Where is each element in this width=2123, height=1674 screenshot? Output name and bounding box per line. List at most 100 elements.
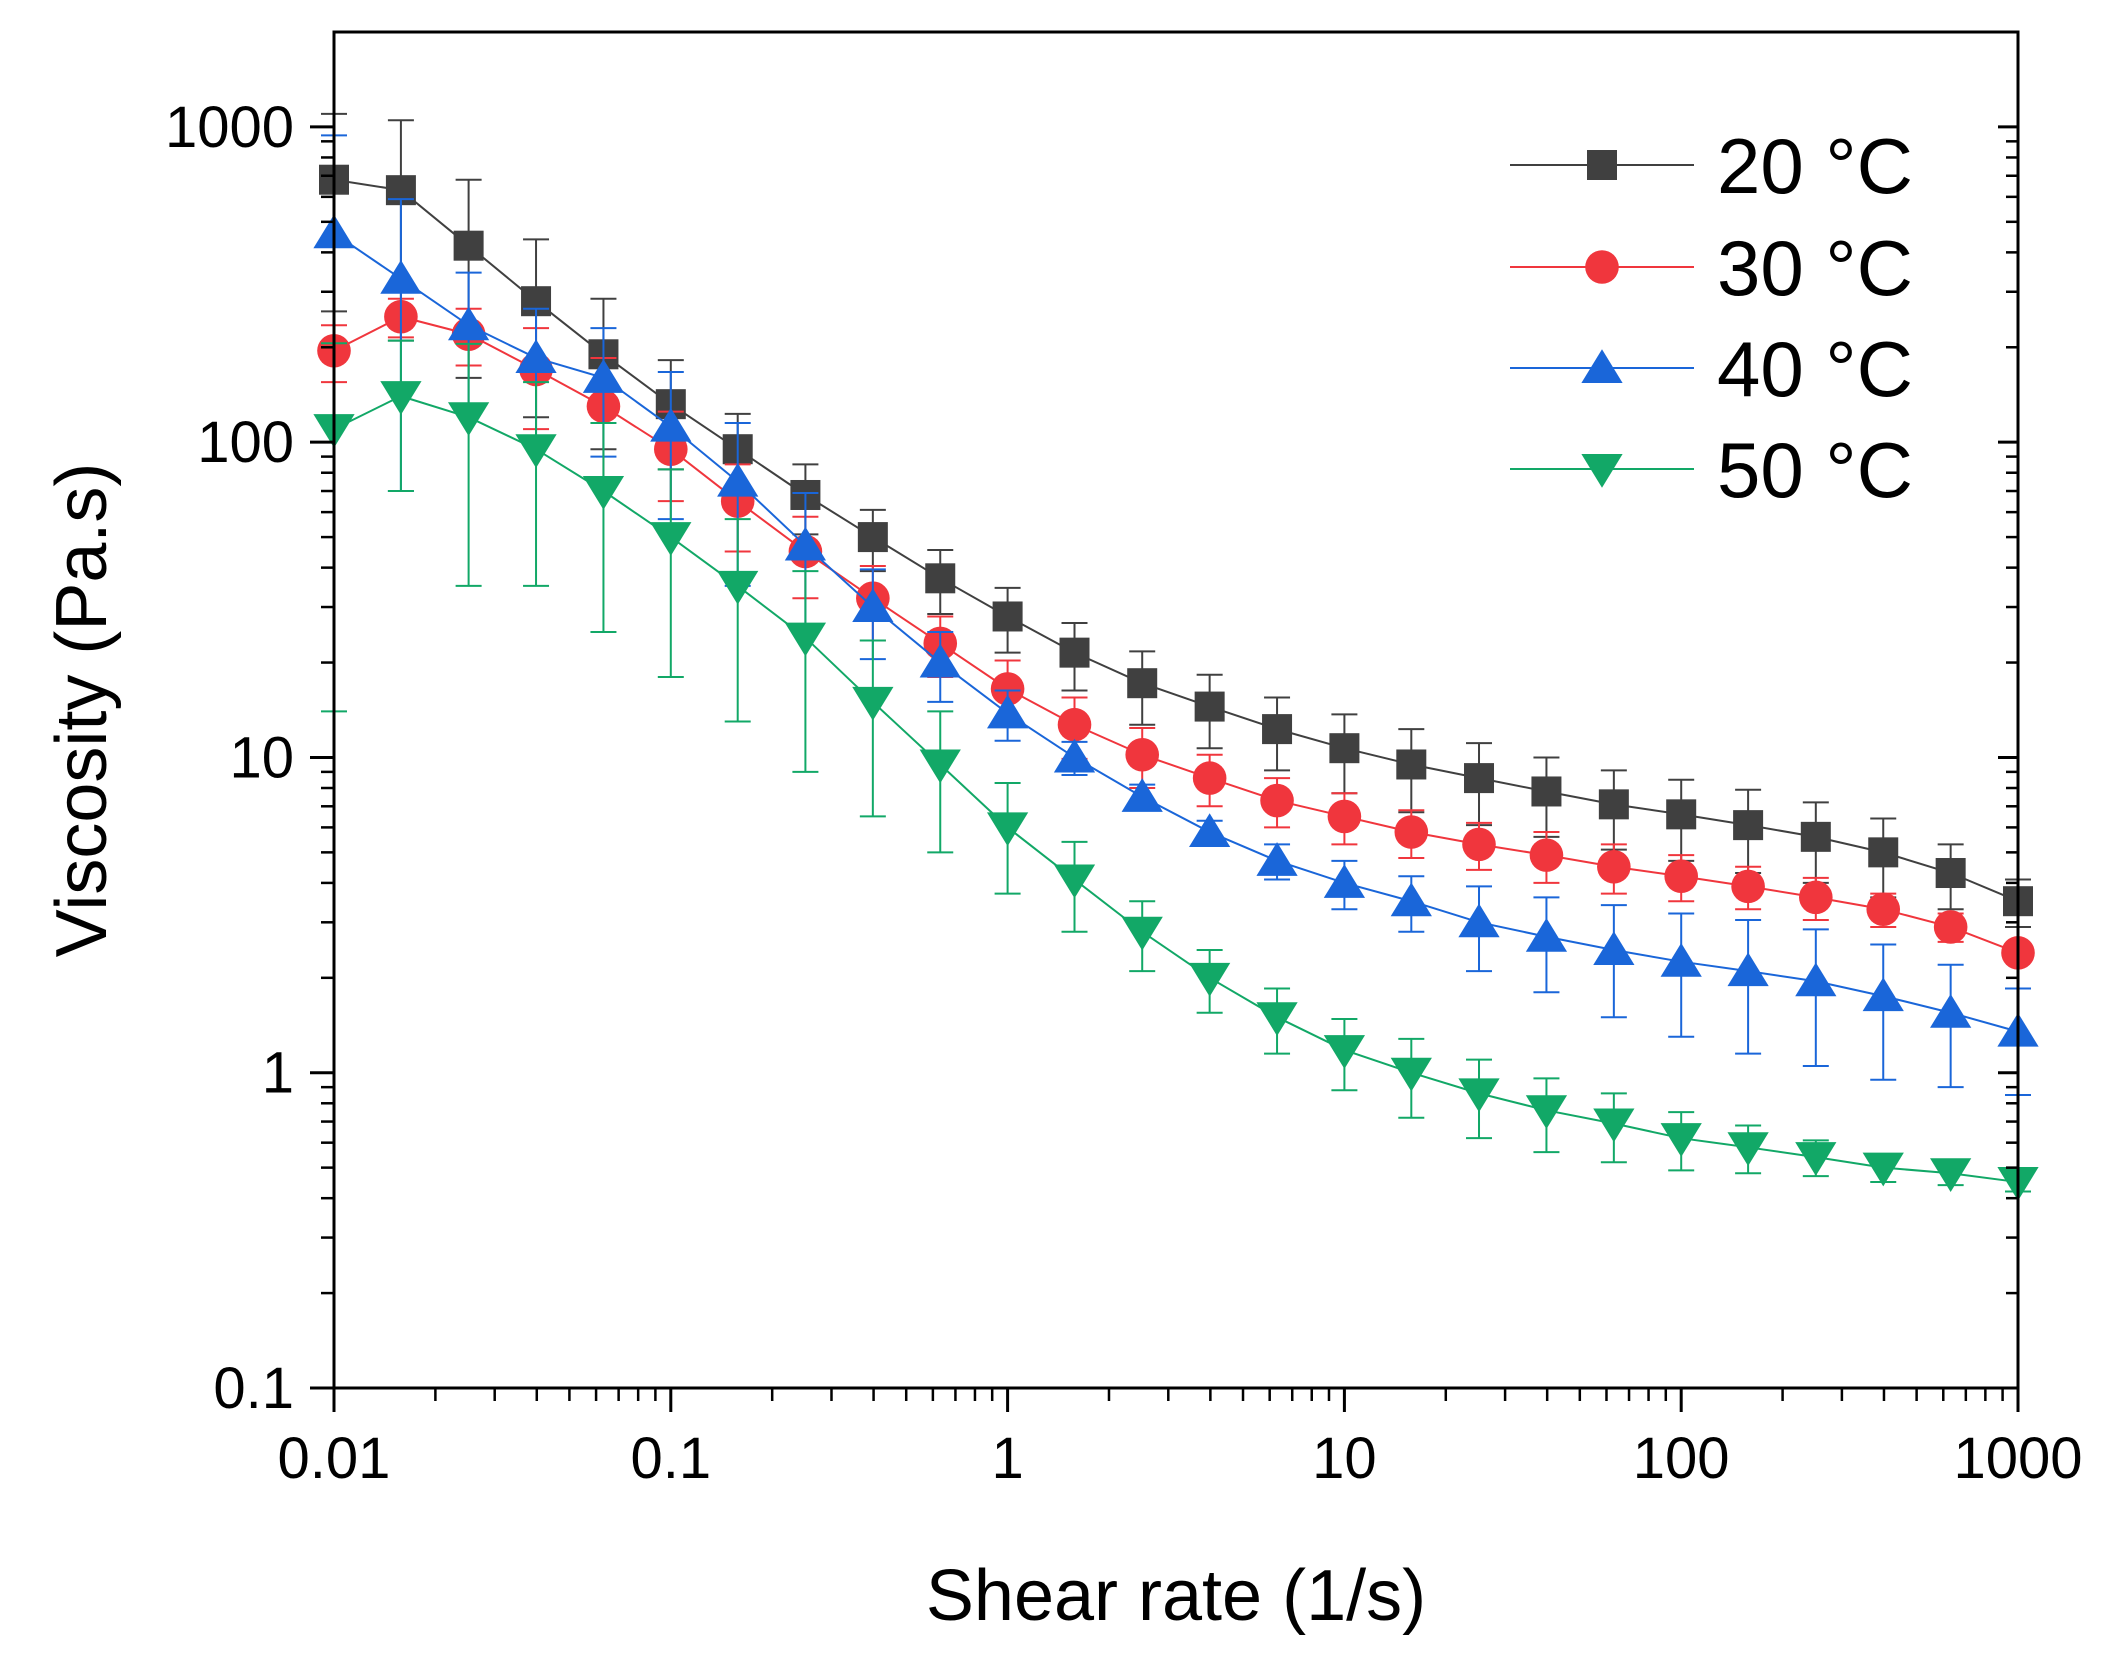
data-point xyxy=(919,643,961,678)
data-point xyxy=(1531,776,1562,807)
data-point xyxy=(1598,789,1629,820)
y-tick-label: 1000 xyxy=(165,95,294,160)
data-point xyxy=(1458,903,1500,938)
data-point xyxy=(717,570,759,605)
data-point xyxy=(992,601,1023,632)
data-point xyxy=(1795,962,1837,997)
legend-marker xyxy=(1585,250,1619,284)
data-point xyxy=(1731,869,1765,904)
data-point xyxy=(1593,931,1635,966)
data-point xyxy=(784,622,827,657)
data-point xyxy=(1525,917,1568,952)
data-point xyxy=(990,672,1025,706)
data-point xyxy=(1390,882,1432,917)
data-point xyxy=(784,526,827,561)
x-tick-label: 1000 xyxy=(1953,1426,2082,1491)
x-tick-label: 100 xyxy=(1633,1426,1730,1491)
legend-marker xyxy=(1581,454,1623,488)
data-point xyxy=(1327,799,1362,834)
legend-marker xyxy=(1581,349,1623,383)
legend-item: 30 °C xyxy=(1510,224,1913,312)
data-point xyxy=(1868,837,1899,868)
data-point xyxy=(1323,864,1366,898)
data-point xyxy=(1125,737,1160,772)
data-point xyxy=(1799,880,1833,915)
y-tick-label: 1 xyxy=(262,1041,294,1106)
data-point xyxy=(1733,810,1764,841)
data-point xyxy=(1323,1035,1366,1069)
data-point xyxy=(515,434,557,468)
data-point xyxy=(1464,763,1495,794)
data-point xyxy=(986,812,1029,847)
data-point xyxy=(1930,993,1972,1028)
data-point xyxy=(1458,1078,1500,1113)
x-axis-title: Shear rate (1/s) xyxy=(926,1556,1426,1636)
y-tick-label: 0.1 xyxy=(213,1356,294,1421)
data-point xyxy=(986,694,1029,729)
x-tick-label: 0.1 xyxy=(630,1426,711,1491)
data-point xyxy=(1664,859,1698,894)
data-point xyxy=(1262,714,1293,745)
legend-marker xyxy=(1587,150,1617,180)
data-point xyxy=(453,230,484,261)
data-point xyxy=(1256,842,1298,876)
data-point xyxy=(1525,1095,1568,1130)
data-point xyxy=(1930,1158,1972,1192)
data-point xyxy=(1396,749,1427,780)
data-point xyxy=(1933,910,1968,944)
series-line xyxy=(333,395,2019,1184)
data-point xyxy=(582,476,625,510)
data-point xyxy=(1666,799,1697,830)
x-tick-label: 0.01 xyxy=(278,1426,391,1491)
data-point xyxy=(515,339,557,373)
y-tick-label: 100 xyxy=(197,410,294,475)
data-point xyxy=(1189,962,1231,997)
legend-label: 30 °C xyxy=(1717,224,1913,312)
data-point xyxy=(852,588,894,623)
legend-item: 20 °C xyxy=(1510,122,1913,210)
data-point xyxy=(1529,838,1564,872)
data-point xyxy=(1800,821,1831,852)
data-point xyxy=(925,563,956,594)
data-point xyxy=(447,402,490,436)
legend-item: 40 °C xyxy=(1510,325,1913,413)
data-point xyxy=(1795,1142,1837,1176)
y-axis-title: Viscosity (Pa.s) xyxy=(42,463,122,958)
data-point xyxy=(1121,778,1163,812)
x-tick-label: 10 xyxy=(1312,1426,1377,1491)
data-point xyxy=(857,522,888,553)
data-point xyxy=(1053,864,1096,899)
data-point xyxy=(650,407,692,442)
data-point xyxy=(919,749,961,784)
data-point xyxy=(717,462,759,497)
data-point xyxy=(1329,733,1360,764)
data-point xyxy=(1256,1002,1298,1036)
data-point xyxy=(1059,637,1090,668)
data-point xyxy=(1862,1152,1904,1187)
legend-label: 50 °C xyxy=(1717,426,1913,514)
data-point xyxy=(1194,691,1225,722)
data-point xyxy=(1935,858,1966,889)
series-2 xyxy=(313,134,2039,1388)
data-point xyxy=(1727,1132,1769,1167)
data-point xyxy=(1390,1057,1432,1092)
x-tick-label: 1 xyxy=(991,1426,1023,1491)
data-point xyxy=(447,306,490,341)
data-point xyxy=(1127,668,1158,699)
data-point xyxy=(380,381,422,415)
data-point xyxy=(852,686,894,721)
data-point xyxy=(650,522,692,556)
data-point xyxy=(1394,815,1429,849)
data-point xyxy=(1866,892,1901,927)
data-point xyxy=(1597,849,1631,884)
data-point xyxy=(1462,827,1496,862)
legend-item: 50 °C xyxy=(1510,426,1913,514)
data-point xyxy=(1727,952,1769,987)
data-point xyxy=(1189,813,1231,848)
legend-label: 40 °C xyxy=(1717,325,1913,413)
data-point xyxy=(1660,942,1702,977)
data-point xyxy=(1053,738,1096,773)
legend: 20 °C 30 °C 40 °C 50 °C xyxy=(1510,122,1913,514)
data-point xyxy=(1862,977,1904,1012)
